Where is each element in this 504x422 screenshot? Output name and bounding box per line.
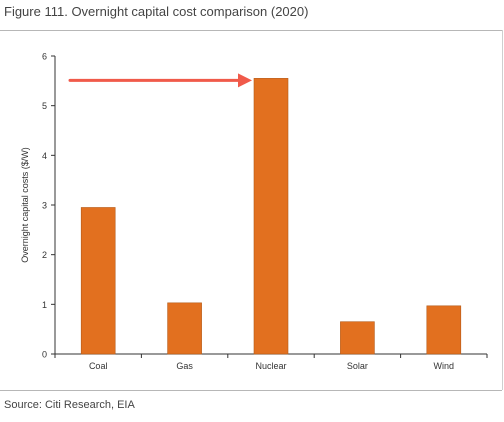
- y-tick-label: 0: [42, 350, 47, 360]
- y-tick-label: 3: [42, 201, 47, 211]
- bar-solar: [340, 321, 375, 355]
- x-tick-label: Wind: [434, 361, 455, 371]
- y-tick-label: 1: [42, 300, 47, 310]
- bar-nuclear: [253, 78, 289, 355]
- bar-gas: [167, 302, 202, 355]
- x-tick-label: Solar: [347, 361, 368, 371]
- figure-title: Figure 111. Overnight capital cost compa…: [4, 4, 309, 19]
- bar-chart: 0 1 2 3 4 5 6 Overnight capital costs ($/W) Coal…: [20, 52, 488, 371]
- y-tick-label: 5: [42, 101, 47, 111]
- annotation-arrow-head: [238, 73, 252, 88]
- x-tick-label: Nuclear: [255, 361, 286, 371]
- bar-wind: [426, 305, 462, 355]
- x-tick-label: Coal: [89, 361, 108, 371]
- y-tick-label: 4: [42, 151, 47, 161]
- y-tick-label: 6: [42, 52, 47, 62]
- source-note: Source: Citi Research, EIA: [4, 399, 135, 411]
- y-axis-label: Overnight capital costs ($/W): [20, 147, 30, 263]
- source-divider: [0, 390, 502, 391]
- top-divider: [0, 30, 502, 31]
- x-tick-label: Gas: [176, 361, 193, 371]
- y-tick-label: 2: [42, 250, 47, 260]
- bar-coal: [80, 207, 116, 355]
- right-border: [502, 30, 503, 390]
